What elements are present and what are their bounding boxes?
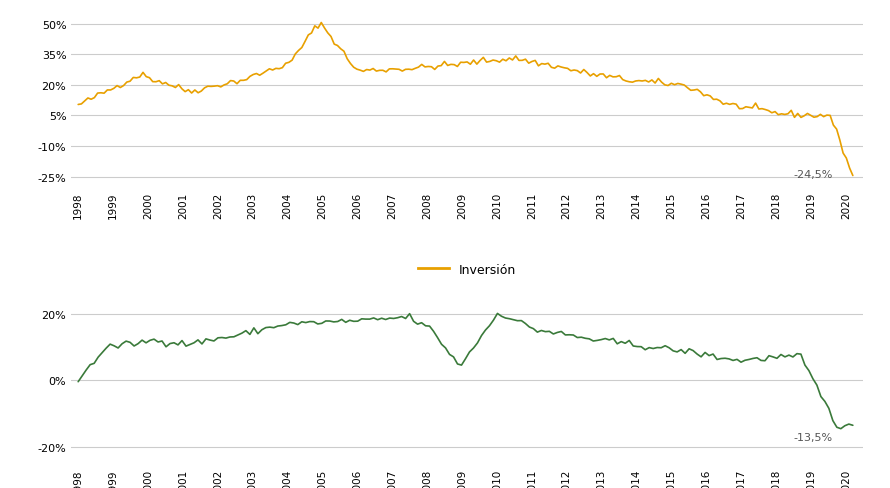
Text: -13,5%: -13,5% [794,432,833,442]
Legend: Inversión: Inversión [413,258,522,281]
Text: -24,5%: -24,5% [794,170,833,180]
